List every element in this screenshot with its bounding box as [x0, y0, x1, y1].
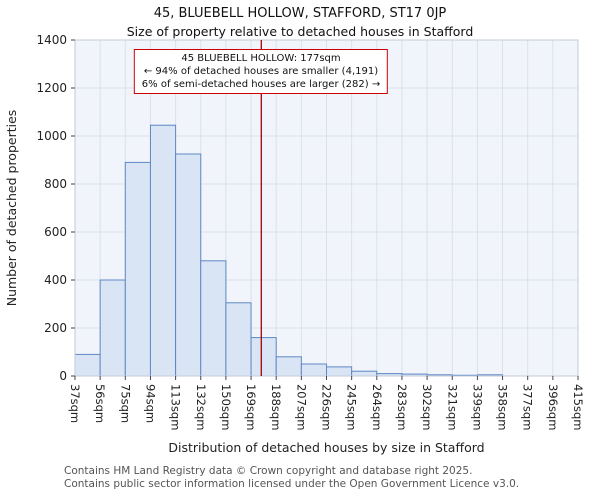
- x-tick-label: 339sqm: [470, 384, 484, 430]
- histogram-bar: [225, 302, 252, 377]
- y-tick-label: 1200: [36, 81, 67, 95]
- chart-title: 45, BLUEBELL HOLLOW, STAFFORD, ST17 0JP: [153, 6, 447, 21]
- histogram-bar: [275, 356, 302, 377]
- x-tick-label: 188sqm: [269, 384, 283, 430]
- histogram-bar: [250, 337, 277, 377]
- x-tick-label: 113sqm: [169, 384, 183, 430]
- y-tick-label: 1400: [36, 33, 67, 47]
- histogram-bar: [175, 153, 202, 377]
- y-axis-title: Number of detached properties: [4, 110, 19, 307]
- x-tick-label: 396sqm: [546, 384, 560, 430]
- x-tick-label: 169sqm: [244, 384, 258, 430]
- attribution-footer: Contains HM Land Registry data © Crown c…: [64, 465, 519, 491]
- x-tick-label: 75sqm: [118, 384, 132, 423]
- x-tick-label: 226sqm: [320, 384, 334, 430]
- histogram-bar: [99, 279, 126, 377]
- x-tick-label: 358sqm: [496, 384, 510, 430]
- x-tick-label: 150sqm: [219, 384, 233, 430]
- x-tick-label: 321sqm: [445, 384, 459, 430]
- y-tick-label: 200: [44, 321, 67, 335]
- histogram-bar: [124, 161, 151, 377]
- x-tick-label: 377sqm: [521, 384, 535, 430]
- x-tick-label: 245sqm: [345, 384, 359, 430]
- y-tick-label: 0: [59, 369, 67, 383]
- x-tick-label: 283sqm: [395, 384, 409, 430]
- histogram-bar: [326, 366, 353, 377]
- annotation-box: 45 BLUEBELL HOLLOW: 177sqm ← 94% of deta…: [133, 49, 389, 94]
- y-tick-label: 600: [44, 225, 67, 239]
- histogram-bar: [149, 124, 177, 377]
- y-tick-label: 400: [44, 273, 67, 287]
- x-tick-label: 264sqm: [370, 384, 384, 430]
- annotation-line-3: 6% of semi-detached houses are larger (2…: [141, 79, 381, 90]
- x-tick-label: 94sqm: [143, 384, 157, 423]
- y-tick-label: 1000: [36, 129, 67, 143]
- footer-line-1: Contains HM Land Registry data © Crown c…: [64, 464, 473, 477]
- x-tick-label: 302sqm: [420, 384, 434, 430]
- x-tick-label: 37sqm: [68, 384, 82, 423]
- annotation-line-2: ← 94% of detached houses are smaller (4,…: [143, 66, 379, 77]
- histogram-bar: [74, 353, 101, 377]
- x-tick-label: 415sqm: [571, 384, 585, 430]
- y-tick-label: 800: [44, 177, 67, 191]
- x-tick-label: 132sqm: [194, 384, 208, 430]
- histogram-bar: [300, 363, 328, 377]
- x-axis-title: Distribution of detached houses by size …: [168, 440, 484, 455]
- chart-subtitle: Size of property relative to detached ho…: [126, 24, 474, 39]
- x-tick-label: 207sqm: [294, 384, 308, 430]
- annotation-line-1: 45 BLUEBELL HOLLOW: 177sqm: [181, 53, 341, 64]
- x-tick-label: 56sqm: [93, 384, 107, 423]
- histogram-bar: [351, 370, 378, 377]
- footer-line-2: Contains public sector information licen…: [64, 477, 520, 490]
- histogram-bar: [200, 260, 227, 377]
